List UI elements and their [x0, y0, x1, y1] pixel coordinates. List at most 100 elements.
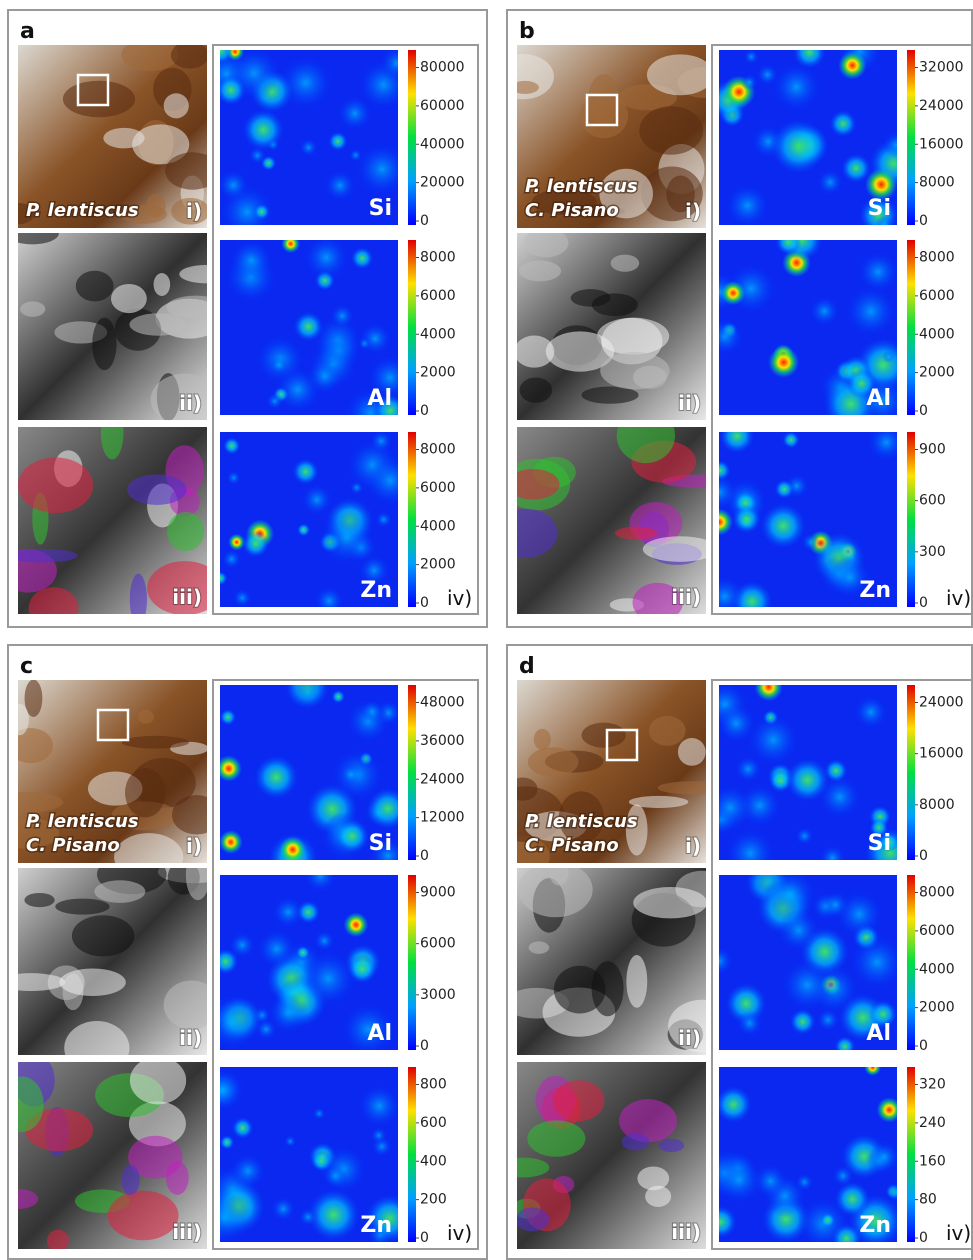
texture: [72, 915, 134, 956]
hotspot: [864, 1059, 881, 1076]
texture: [18, 457, 93, 513]
hotspot: [836, 891, 883, 938]
texture: [122, 736, 189, 749]
colorbar: [907, 875, 915, 1050]
image-label: iii): [671, 585, 701, 609]
image-label: i): [186, 199, 202, 223]
element-label: Al: [866, 386, 891, 411]
texture: [626, 955, 647, 1008]
element-label: Zn: [360, 578, 392, 603]
hotspot: [358, 337, 371, 350]
hotspot: [270, 356, 288, 374]
image-label: i): [186, 834, 202, 858]
texture: [130, 1057, 186, 1105]
colorbar-tick-label: 320: [919, 1077, 946, 1093]
map-label: iv): [946, 1221, 971, 1245]
colorbar: [408, 685, 416, 860]
texture: [507, 469, 560, 500]
hotspot: [229, 932, 255, 958]
texture: [0, 973, 65, 991]
hotspot: [850, 935, 904, 989]
texture: [76, 271, 114, 302]
texture: [171, 41, 209, 68]
hotspot: [820, 1213, 835, 1228]
colorbar-tick-label: 4000: [919, 326, 955, 342]
hotspot: [232, 1117, 254, 1139]
colorbar-tick-label: 24000: [420, 771, 465, 787]
colorbar-tick-label: 2000: [919, 1000, 955, 1016]
hotspot: [365, 455, 415, 505]
hotspot: [877, 1097, 902, 1122]
texture: [55, 899, 109, 915]
image-label: ii): [179, 391, 202, 415]
panel-letter: b: [519, 19, 535, 44]
texture: [520, 377, 552, 402]
hotspot: [284, 1135, 296, 1147]
panel: bi)P. lentiscusC. Pisanoii)iii)Si0800016…: [493, 10, 972, 627]
texture: [615, 527, 657, 540]
texture: [622, 1133, 650, 1150]
colorbar-tick-label: 900: [919, 442, 946, 458]
hotspot: [771, 119, 826, 174]
image-label: ii): [678, 391, 701, 415]
element-label: Si: [369, 196, 392, 221]
hotspot: [349, 149, 362, 162]
hotspot: [829, 110, 856, 137]
texture: [524, 229, 569, 258]
hotspot: [704, 1206, 736, 1238]
colorbar-tick-label: 16000: [919, 746, 964, 762]
colorbar-tick-label: 8000: [919, 175, 955, 191]
hotspot: [841, 153, 871, 183]
hotspot: [716, 1156, 763, 1203]
hotspot: [223, 437, 240, 454]
hotspot: [220, 1135, 234, 1149]
element-label: Si: [868, 831, 891, 856]
texture: [514, 336, 554, 368]
texture: [129, 313, 186, 335]
hotspot: [208, 38, 234, 64]
texture: [122, 1165, 140, 1195]
hotspot: [313, 1107, 326, 1120]
hotspot: [726, 829, 775, 878]
hotspot: [216, 755, 242, 781]
colorbar-tick-label: 6000: [919, 923, 955, 939]
panel: ai)P. lentiscusii)iii)Si0200004000060000…: [0, 10, 487, 629]
hotspot: [328, 132, 347, 151]
texture: [154, 273, 171, 296]
colorbar-tick-label: 32000: [919, 60, 964, 76]
colorbar: [907, 432, 915, 607]
colorbar-tick-label: 0: [919, 403, 928, 419]
hotspot: [869, 1141, 901, 1173]
texture: [130, 574, 147, 626]
hotspot: [319, 510, 373, 564]
hotspot: [795, 827, 813, 845]
panel-letter: c: [20, 654, 33, 679]
colorbar-tick-label: 4000: [420, 518, 456, 534]
hotspot: [868, 424, 905, 461]
image-label: iii): [671, 1220, 701, 1244]
hotspot: [324, 1164, 348, 1188]
colorbar: [907, 1067, 915, 1242]
colorbar-tick-label: 0: [420, 213, 429, 229]
colorbar-tick-label: 0: [420, 595, 429, 611]
colorbar-tick-label: 4000: [919, 961, 955, 977]
hotspot: [371, 1127, 387, 1143]
colorbar-tick-label: 6000: [420, 480, 456, 496]
colorbar-tick-label: 600: [919, 493, 946, 509]
hotspot: [778, 909, 820, 951]
hotspot: [297, 523, 310, 536]
colorbar-tick-label: 0: [420, 403, 429, 419]
hotspot: [732, 505, 761, 534]
hotspot: [293, 676, 323, 706]
texture: [0, 1077, 44, 1132]
hotspot: [338, 96, 372, 130]
hotspot: [755, 673, 783, 701]
colorbar-tick-label: 16000: [919, 136, 964, 152]
texture: [92, 318, 116, 371]
texture: [495, 509, 558, 558]
texture: [600, 352, 669, 390]
colorbar-tick-label: 0: [420, 1038, 429, 1054]
map-label: iv): [447, 1221, 472, 1245]
species-label: P. lentiscus: [525, 811, 638, 832]
hotspot: [356, 143, 408, 195]
